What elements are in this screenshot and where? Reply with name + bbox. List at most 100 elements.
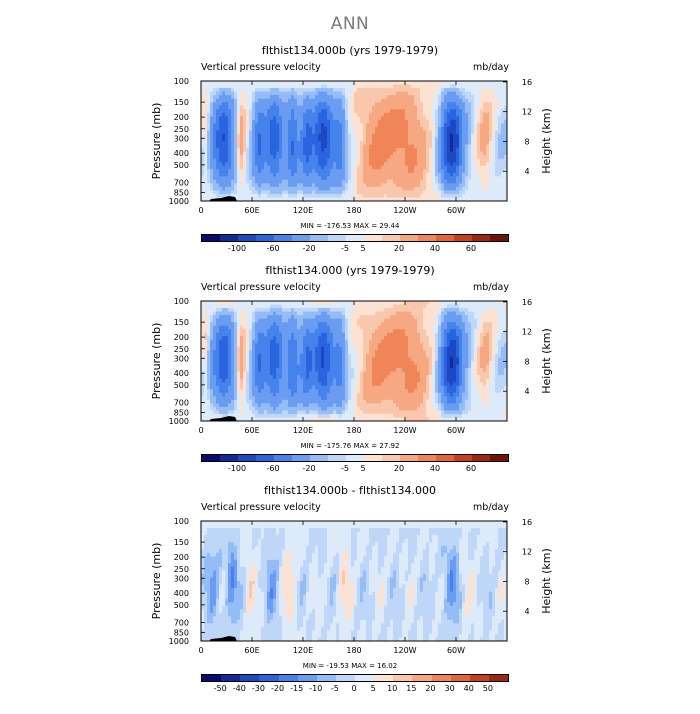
contour-cell xyxy=(249,116,252,120)
contour-cell xyxy=(315,88,318,92)
contour-cell xyxy=(276,379,279,383)
contour-cell xyxy=(261,81,264,85)
contour-cell xyxy=(327,166,330,170)
contour-cell xyxy=(474,102,477,106)
contour-cell xyxy=(222,350,225,354)
contour-cell xyxy=(243,382,246,386)
contour-cell xyxy=(366,173,369,177)
contour-cell xyxy=(207,166,210,170)
contour-cell xyxy=(240,99,243,103)
contour-cell xyxy=(474,81,477,85)
contour-cell xyxy=(240,386,243,390)
contour-cell xyxy=(351,176,354,180)
contour-cell xyxy=(231,187,234,191)
contour-cell xyxy=(228,106,231,110)
contour-cell xyxy=(255,187,258,191)
contour-cell xyxy=(426,166,429,170)
contour-cell xyxy=(261,393,264,397)
contour-cell xyxy=(219,145,222,149)
contour-cell xyxy=(243,141,246,145)
contour-cell xyxy=(459,99,462,103)
contour-cell xyxy=(318,120,321,124)
contour-cell xyxy=(402,120,405,124)
contour-cell xyxy=(273,403,276,407)
contour-cell xyxy=(402,113,405,117)
contour-cell xyxy=(402,190,405,194)
contour-cell xyxy=(480,134,483,138)
contour-cell xyxy=(438,183,441,187)
contour-cell xyxy=(210,414,213,418)
contour-cell xyxy=(465,169,468,173)
contour-cell xyxy=(450,92,453,96)
contour-cell xyxy=(291,141,294,145)
contour-cell xyxy=(312,127,315,131)
contour-cell xyxy=(246,379,249,383)
contour-cell xyxy=(363,116,366,120)
contour-cell xyxy=(438,155,441,159)
contour-cell xyxy=(276,155,279,159)
contour-cell xyxy=(384,92,387,96)
contour-cell xyxy=(255,183,258,187)
contour-cell xyxy=(276,169,279,173)
contour-cell xyxy=(252,137,255,141)
contour-cell xyxy=(336,190,339,194)
contour-cell xyxy=(255,308,258,312)
contour-cell xyxy=(348,102,351,106)
contour-cell xyxy=(315,343,318,347)
contour-cell xyxy=(372,106,375,110)
contour-cell xyxy=(306,414,309,418)
contour-cell xyxy=(225,120,228,124)
contour-cell xyxy=(213,389,216,393)
contour-cell xyxy=(381,145,384,149)
contour-cell xyxy=(303,389,306,393)
contour-cell xyxy=(411,183,414,187)
contour-cell xyxy=(324,396,327,400)
contour-cell xyxy=(402,116,405,120)
contour-cell xyxy=(450,152,453,156)
contour-cell xyxy=(444,106,447,110)
contour-cell xyxy=(381,127,384,131)
contour-cell xyxy=(471,88,474,92)
contour-cell xyxy=(330,141,333,145)
colorbar-swatch xyxy=(454,235,472,241)
contour-cell xyxy=(291,301,294,305)
contour-cell xyxy=(432,187,435,191)
contour-cell xyxy=(282,336,285,340)
contour-cell xyxy=(258,166,261,170)
contour-cell xyxy=(240,382,243,386)
contour-cell xyxy=(342,95,345,99)
contour-cell xyxy=(330,81,333,85)
contour-cell xyxy=(501,152,504,156)
contour-cell xyxy=(258,183,261,187)
contour-cell xyxy=(252,109,255,113)
contour-cell xyxy=(453,134,456,138)
contour-cell xyxy=(402,162,405,166)
contour-cell xyxy=(360,176,363,180)
contour-cell xyxy=(357,155,360,159)
contour-cell xyxy=(375,88,378,92)
contour-cell xyxy=(219,315,222,319)
contour-cell xyxy=(414,81,417,85)
contour-cell xyxy=(444,148,447,152)
contour-cell xyxy=(294,389,297,393)
contour-cell xyxy=(378,152,381,156)
contour-cell xyxy=(495,123,498,127)
contour-cell xyxy=(258,123,261,127)
contour-cell xyxy=(396,92,399,96)
contour-cell xyxy=(240,169,243,173)
contour-cell xyxy=(369,134,372,138)
contour-cell xyxy=(495,145,498,149)
contour-cell xyxy=(261,180,264,184)
contour-cell xyxy=(423,134,426,138)
contour-cell xyxy=(501,123,504,127)
contour-cell xyxy=(264,141,267,145)
contour-cell xyxy=(360,152,363,156)
contour-cell xyxy=(234,152,237,156)
contour-cell xyxy=(441,120,444,124)
contour-cell xyxy=(369,123,372,127)
contour-cell xyxy=(414,99,417,103)
contour-cell xyxy=(351,141,354,145)
contour-cell xyxy=(252,396,255,400)
contour-cell xyxy=(288,414,291,418)
contour-cell xyxy=(315,102,318,106)
